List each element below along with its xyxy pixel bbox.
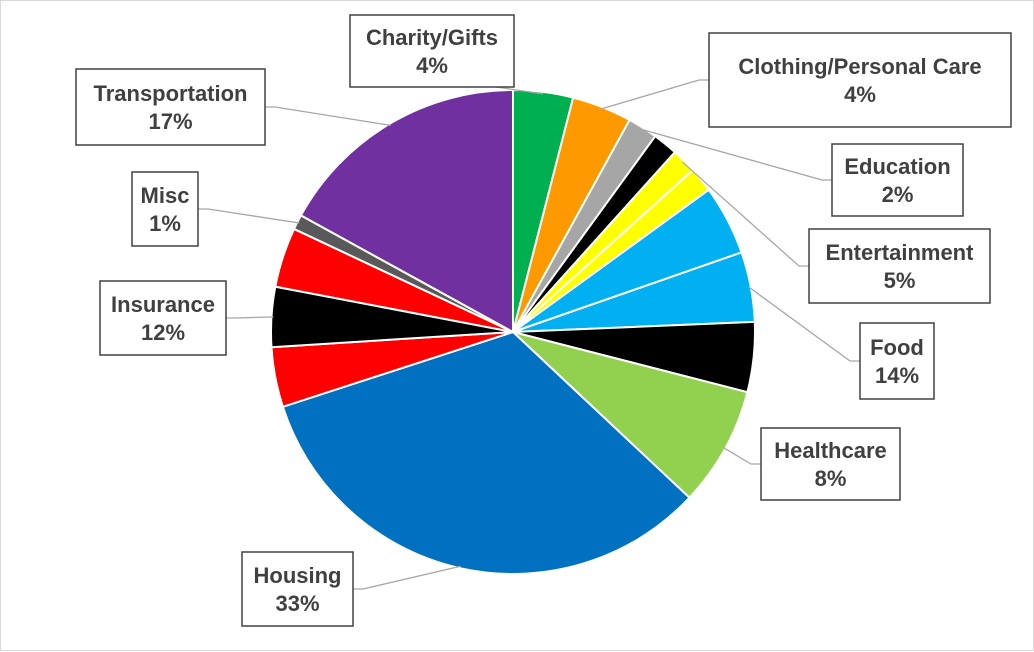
slice-housing — [281, 330, 691, 575]
label-name-insurance: Insurance — [111, 292, 215, 317]
label-name-healthcare: Healthcare — [774, 438, 887, 463]
label-name-housing: Housing — [254, 563, 342, 588]
label-box-clothing-personal-care — [708, 32, 1012, 128]
label-value-food: 14% — [875, 363, 919, 388]
label-box-insurance — [99, 280, 227, 356]
label-housing: Housing 33% — [241, 551, 354, 627]
label-name-entertainment: Entertainment — [826, 240, 975, 265]
leader-line-entertainment — [682, 161, 809, 267]
leader-line-misc — [198, 208, 300, 224]
slice-labels: Charity/Gifts 4% Clothing/Personal Care 4% E… — [75, 14, 1012, 627]
slice-transportation — [299, 88, 514, 334]
label-food: Food 14% — [859, 322, 935, 400]
label-value-education: 2% — [882, 182, 914, 207]
label-value-clothing-personal-care: 4% — [844, 82, 876, 107]
label-education: Education 2% — [831, 143, 964, 217]
label-entertainment: Entertainment 5% — [808, 228, 991, 304]
leader-line-clothing-personal-care — [601, 79, 709, 110]
label-value-charity-gifts: 4% — [416, 53, 448, 78]
label-name-transportation: Transportation — [93, 81, 247, 106]
label-clothing-personal-care: Clothing/Personal Care 4% — [708, 32, 1012, 128]
label-name-misc: Misc — [141, 183, 190, 208]
leader-line-food — [748, 286, 860, 362]
label-insurance: Insurance 12% — [99, 280, 227, 356]
label-healthcare: Healthcare 8% — [760, 427, 901, 501]
label-name-charity-gifts: Charity/Gifts — [366, 25, 498, 50]
label-charity-gifts: Charity/Gifts 4% — [349, 14, 515, 88]
label-box-housing — [241, 551, 354, 627]
label-name-clothing-personal-care: Clothing/Personal Care — [738, 54, 981, 79]
leader-line-charity-gifts — [495, 86, 544, 95]
label-box-misc — [131, 171, 199, 247]
label-value-misc: 1% — [149, 211, 181, 236]
leader-line-transportation — [265, 106, 391, 127]
label-box-education — [831, 143, 964, 217]
leader-line-housing — [353, 565, 461, 590]
label-value-transportation: 17% — [148, 109, 192, 134]
label-name-food: Food — [870, 335, 924, 360]
label-value-insurance: 12% — [141, 320, 185, 345]
label-name-education: Education — [844, 154, 950, 179]
label-value-housing: 33% — [275, 591, 319, 616]
label-transportation: Transportation 17% — [75, 68, 266, 146]
label-box-food — [859, 322, 935, 400]
label-box-healthcare — [760, 427, 901, 501]
leader-lines — [198, 79, 860, 590]
leader-line-education — [641, 128, 832, 181]
label-misc: Misc 1% — [131, 171, 199, 247]
label-box-entertainment — [808, 228, 991, 304]
leader-line-healthcare — [722, 447, 761, 465]
label-value-entertainment: 5% — [884, 268, 916, 293]
label-box-transportation — [75, 68, 266, 146]
leader-line-insurance — [226, 316, 274, 319]
label-box-charity-gifts — [349, 14, 515, 88]
pie-slices — [270, 88, 756, 575]
label-value-healthcare: 8% — [815, 466, 847, 491]
